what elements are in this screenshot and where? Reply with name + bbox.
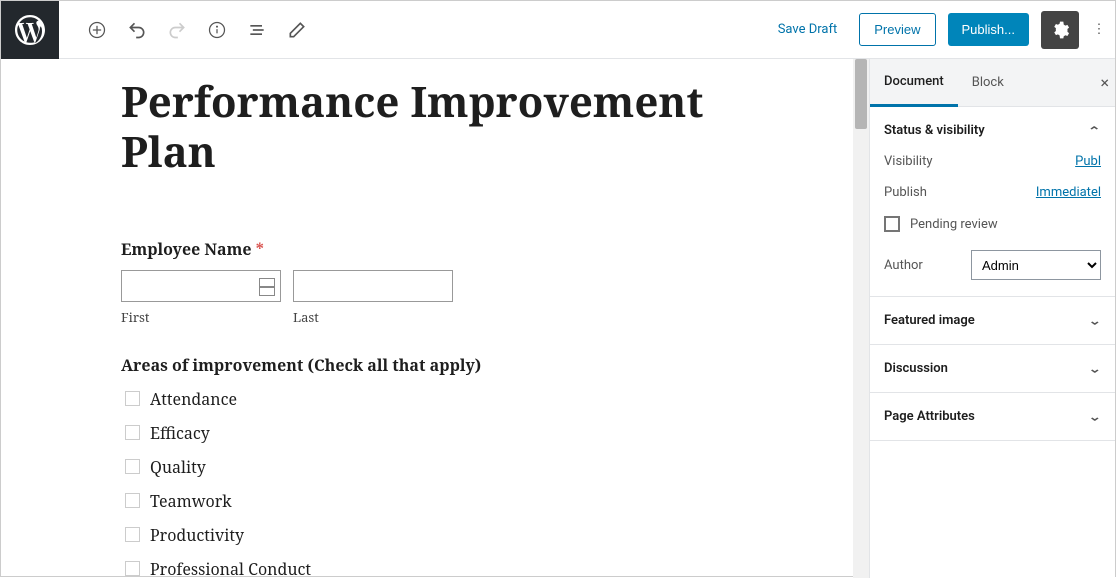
- publish-value[interactable]: Immediatel: [1036, 185, 1101, 200]
- close-sidebar-button[interactable]: ×: [1100, 73, 1115, 92]
- first-name-input[interactable]: [121, 270, 281, 302]
- last-name-col: Last: [293, 270, 453, 326]
- scrollbar-track[interactable]: [853, 59, 869, 578]
- edit-button[interactable]: [279, 12, 315, 48]
- sidebar-tabs: Document Block ×: [870, 59, 1115, 107]
- publish-button[interactable]: Publish...: [948, 13, 1029, 46]
- panel-header-featured[interactable]: Featured image ⌃: [870, 297, 1115, 344]
- undo-button[interactable]: [119, 12, 155, 48]
- page-title[interactable]: Performance Improvement Plan: [121, 77, 733, 178]
- list-item[interactable]: Efficacy: [125, 422, 733, 444]
- plus-circle-icon: [87, 20, 107, 40]
- editor-body: Performance Improvement Plan Employee Na…: [1, 59, 1115, 578]
- settings-button[interactable]: [1041, 11, 1079, 49]
- pencil-icon: [287, 20, 307, 40]
- visibility-row: Visibility Publ: [884, 154, 1101, 169]
- chevron-up-icon: ⌃: [1088, 124, 1101, 137]
- panel-header-status[interactable]: Status & visibility ⌃: [870, 107, 1115, 154]
- name-row: First Last: [121, 270, 733, 326]
- required-mark: *: [256, 238, 264, 260]
- list-item[interactable]: Attendance: [125, 388, 733, 410]
- toolbar-right: Save Draft Preview Publish... ⋮: [768, 11, 1115, 49]
- settings-sidebar: Document Block × Status & visibility ⌃ V…: [869, 59, 1115, 578]
- publish-label: Publish: [884, 185, 927, 200]
- info-icon: [207, 20, 227, 40]
- list-item[interactable]: Productivity: [125, 524, 733, 546]
- author-row: Author Admin: [884, 250, 1101, 280]
- list-item[interactable]: Teamwork: [125, 490, 733, 512]
- checkbox-icon[interactable]: [125, 527, 140, 542]
- wordpress-icon: [15, 15, 45, 45]
- pending-review-row[interactable]: Pending review: [884, 216, 1101, 232]
- chevron-down-icon: ⌃: [1088, 314, 1101, 327]
- undo-icon: [127, 20, 147, 40]
- chevron-down-icon: ⌃: [1088, 410, 1101, 423]
- preview-button[interactable]: Preview: [859, 13, 935, 46]
- list-item[interactable]: Professional Conduct: [125, 558, 733, 578]
- panel-header-page-attrs[interactable]: Page Attributes ⌃: [870, 393, 1115, 440]
- checkbox-icon[interactable]: [125, 493, 140, 508]
- visibility-value[interactable]: Publ: [1075, 154, 1101, 169]
- pending-review-label: Pending review: [910, 217, 998, 232]
- toolbar-left: [59, 12, 315, 48]
- author-select[interactable]: Admin: [971, 250, 1101, 280]
- info-button[interactable]: [199, 12, 235, 48]
- panel-header-discussion[interactable]: Discussion ⌃: [870, 345, 1115, 392]
- publish-row: Publish Immediatel: [884, 185, 1101, 200]
- chevron-down-icon: ⌃: [1088, 362, 1101, 375]
- editor-top-bar: Save Draft Preview Publish... ⋮: [1, 1, 1115, 59]
- employee-name-label: Employee Name *: [121, 238, 733, 260]
- first-name-col: First: [121, 270, 281, 326]
- panel-featured-image: Featured image ⌃: [870, 297, 1115, 345]
- content-area: Performance Improvement Plan Employee Na…: [1, 59, 853, 578]
- outline-icon: [247, 20, 267, 40]
- tab-document[interactable]: Document: [870, 59, 958, 107]
- tab-block[interactable]: Block: [958, 59, 1018, 107]
- redo-icon: [167, 20, 187, 40]
- more-menu-button[interactable]: ⋮: [1091, 11, 1107, 49]
- checkbox-icon[interactable]: [125, 425, 140, 440]
- author-label: Author: [884, 258, 923, 273]
- outline-button[interactable]: [239, 12, 275, 48]
- scrollbar-thumb[interactable]: [855, 59, 867, 129]
- checkbox-icon[interactable]: [884, 216, 900, 232]
- areas-heading: Areas of improvement (Check all that app…: [121, 354, 733, 376]
- last-name-sublabel: Last: [293, 308, 453, 326]
- first-name-sublabel: First: [121, 308, 281, 326]
- save-draft-button[interactable]: Save Draft: [768, 16, 848, 43]
- wordpress-logo[interactable]: [1, 1, 59, 59]
- visibility-label: Visibility: [884, 154, 933, 169]
- add-block-button[interactable]: [79, 12, 115, 48]
- last-name-input[interactable]: [293, 270, 453, 302]
- checkbox-icon[interactable]: [125, 561, 140, 576]
- panel-status-visibility: Status & visibility ⌃ Visibility Publ Pu…: [870, 107, 1115, 297]
- checkbox-icon[interactable]: [125, 459, 140, 474]
- gear-icon: [1050, 20, 1070, 40]
- panel-discussion: Discussion ⌃: [870, 345, 1115, 393]
- redo-button[interactable]: [159, 12, 195, 48]
- areas-checklist: Attendance Efficacy Quality Teamwork Pro…: [121, 388, 733, 578]
- checkbox-icon[interactable]: [125, 391, 140, 406]
- panel-page-attributes: Page Attributes ⌃: [870, 393, 1115, 441]
- list-item[interactable]: Quality: [125, 456, 733, 478]
